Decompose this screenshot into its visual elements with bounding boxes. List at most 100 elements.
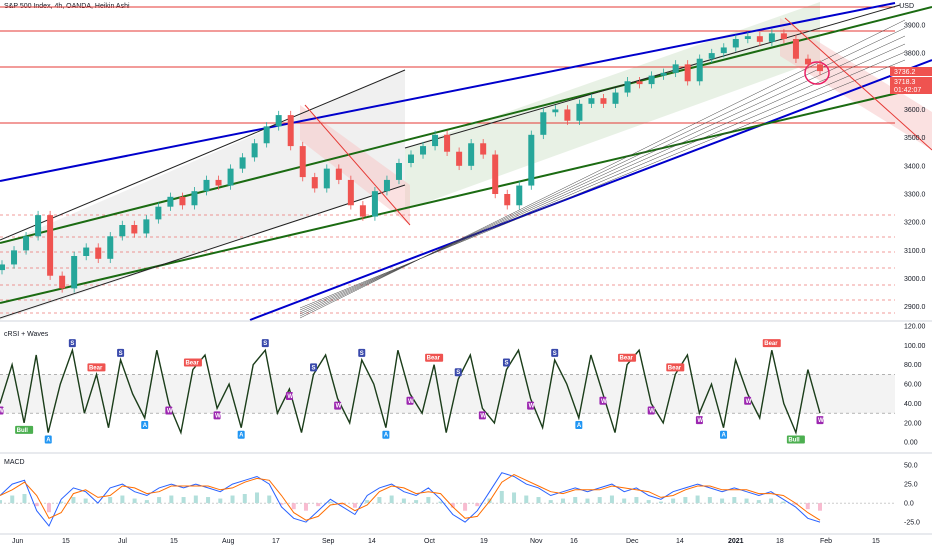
macd-hist-bar xyxy=(401,498,406,504)
macd-hist-bar xyxy=(169,495,174,504)
time-tick-label: 17 xyxy=(272,538,280,545)
macd-hist-bar xyxy=(59,501,64,504)
candle-body xyxy=(179,196,186,206)
signal-badge xyxy=(0,406,4,415)
macd-hist-bar xyxy=(10,495,15,504)
time-tick-label: 19 xyxy=(480,538,488,545)
channel-line xyxy=(0,69,406,241)
macd-hist-bar xyxy=(279,503,284,505)
descending-line xyxy=(784,17,932,151)
macd-hist-bar xyxy=(585,498,590,504)
candle-body xyxy=(95,247,102,259)
macd-hist-bar xyxy=(499,490,504,504)
macd-hist-bar xyxy=(157,497,162,504)
osc-line xyxy=(0,347,821,436)
macd-hist-bar xyxy=(181,497,186,504)
macd-hist-bar xyxy=(193,495,198,504)
signal-badge xyxy=(454,368,462,377)
candle-body xyxy=(708,53,715,59)
signal-badge xyxy=(762,339,781,348)
macd-hist-bar xyxy=(34,503,39,507)
last-price-text: 3736.2 xyxy=(894,69,916,76)
macd-tick-label: 0.0 xyxy=(904,501,914,508)
candle-body xyxy=(239,157,246,169)
signal-badge-text: S xyxy=(119,351,123,357)
price-tags: 3736.2 3718.3 01:42:07 xyxy=(890,67,932,94)
macd-hist-bar xyxy=(71,497,76,504)
candle-body xyxy=(263,126,270,144)
signal-badge xyxy=(334,401,342,410)
time-tick-label: 14 xyxy=(368,538,376,545)
candle-body xyxy=(155,206,162,220)
macd-hist-bar xyxy=(475,503,480,507)
signal-badge xyxy=(237,430,245,439)
macd-hist-bar xyxy=(120,495,125,504)
candle-body xyxy=(684,64,691,82)
signal-badge xyxy=(213,411,221,420)
fan-line xyxy=(299,51,906,311)
price-tick-label: 3800.0 xyxy=(904,51,926,58)
time-tick-label: Feb xyxy=(820,538,832,545)
macd-hist-bar xyxy=(144,500,149,504)
candle-body xyxy=(780,33,787,39)
time-tick-label: 14 xyxy=(676,538,684,545)
axes: 2900.0 3000.0 3100.0 3200.0 3300.0 3400.0 3500… xyxy=(0,22,932,545)
signal-badge xyxy=(551,348,559,357)
candle-body xyxy=(59,275,66,289)
shaded-channel xyxy=(780,18,932,150)
macd-hist-bar xyxy=(255,492,260,504)
time-tick-label: 15 xyxy=(872,538,880,545)
countdown-text: 01:42:07 xyxy=(894,87,921,94)
oscillator-title: cRSI + Waves xyxy=(4,331,49,338)
candle-body xyxy=(383,179,390,192)
candle-body xyxy=(768,33,775,42)
candle-series xyxy=(0,29,823,293)
macd-hist-bar xyxy=(46,503,51,513)
candle-body xyxy=(744,36,751,39)
candle-body xyxy=(420,146,427,155)
time-tick-label: 2021 xyxy=(728,538,744,545)
macd-hist-bar xyxy=(683,497,688,504)
signal-badge xyxy=(720,430,728,439)
signal-badge-text: S xyxy=(553,351,557,357)
signal-badge-text: A xyxy=(722,433,727,439)
candle-body xyxy=(552,109,559,113)
osc-tick-label: 0.00 xyxy=(904,440,918,447)
signal-badge xyxy=(744,396,752,405)
time-tick-label: Jul xyxy=(118,538,127,545)
macd-hist-bar xyxy=(818,503,822,511)
trend-line xyxy=(0,6,932,244)
signal-badge-text: Bull xyxy=(17,428,29,434)
second-price-text: 3718.3 xyxy=(894,79,916,86)
macd-hist-bar xyxy=(426,497,431,504)
macd-hist-bar xyxy=(573,497,578,504)
signal-badge xyxy=(165,406,173,415)
macd-hist-bar xyxy=(303,503,308,511)
signal-badge xyxy=(816,416,824,425)
drawing-tools xyxy=(0,2,932,321)
macd-hist-bar xyxy=(389,495,394,504)
macd-hist-bar xyxy=(646,500,651,504)
signal-badge xyxy=(647,406,655,415)
signal-badge-text: W xyxy=(336,404,342,410)
macd-hist-bar xyxy=(671,498,676,504)
signal-badge-text: W xyxy=(601,399,607,405)
fan-line xyxy=(299,59,906,309)
macd-hist-bar xyxy=(352,503,357,508)
trend-line xyxy=(249,59,932,321)
candle-body xyxy=(227,168,234,186)
signal-badge-text: W xyxy=(746,399,752,405)
macd-hist-bar xyxy=(365,500,370,504)
candle-body xyxy=(47,215,54,276)
shaded-channel xyxy=(405,2,820,210)
macd-hist-bar xyxy=(230,495,235,504)
time-tick-label: 18 xyxy=(776,538,784,545)
signal-badge-text: S xyxy=(456,370,460,376)
signal-badge-text: Bear xyxy=(620,356,634,362)
macd-hist-bar xyxy=(707,497,712,504)
signal-badge xyxy=(68,339,76,348)
highlight-circle xyxy=(804,61,830,85)
signal-badge-text: A xyxy=(577,423,582,429)
candle-body xyxy=(71,256,78,289)
